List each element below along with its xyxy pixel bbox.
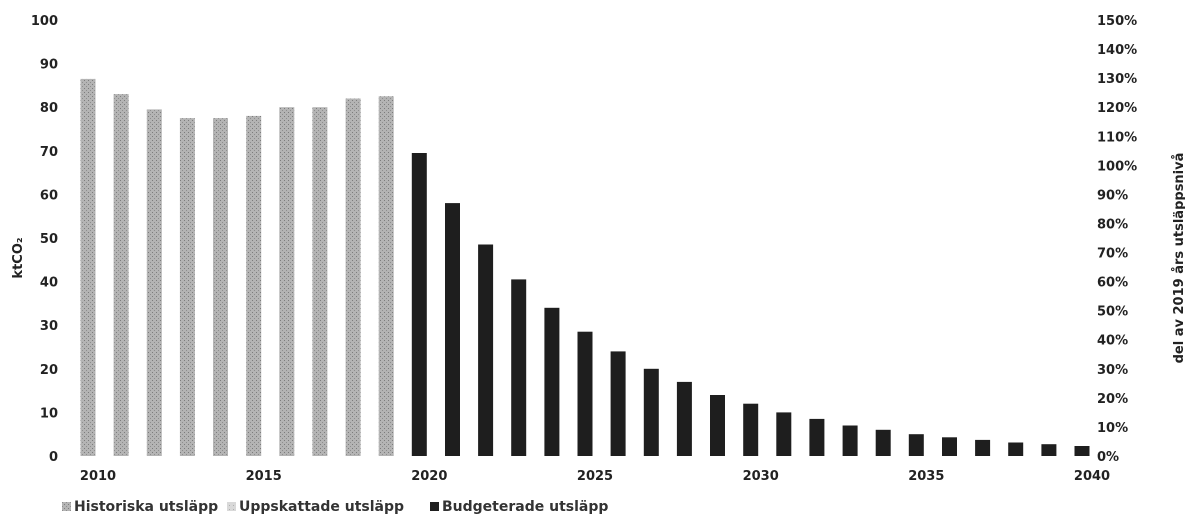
bar-historiska-2016 bbox=[279, 107, 295, 456]
bar-historiska-2011 bbox=[113, 94, 129, 456]
x-axis-ticks: 2010 2015 2020 2025 2030 2035 2040 bbox=[80, 469, 1110, 484]
y-tick-label: 10 bbox=[40, 406, 58, 421]
y-tick-label: 100 bbox=[31, 14, 58, 29]
y2-tick-label: 120% bbox=[1097, 101, 1137, 116]
bar-budgeterade-2032 bbox=[809, 418, 825, 456]
bar-budgeterade-2025 bbox=[577, 331, 593, 456]
x-tick-label: 2040 bbox=[1074, 469, 1110, 484]
y2-tick-label: 140% bbox=[1097, 43, 1137, 58]
bar-budgeterade-2026 bbox=[610, 351, 626, 456]
bar-budgeterade-2022 bbox=[478, 244, 494, 456]
x-tick-label: 2030 bbox=[743, 469, 779, 484]
bar-budgeterade-2037 bbox=[975, 439, 991, 456]
y-tick-label: 80 bbox=[40, 101, 58, 116]
bar-budgeterade-2038 bbox=[1008, 442, 1024, 456]
bar-historiska-2019 bbox=[378, 96, 394, 457]
y-axis-ticks: 0 10 20 30 40 50 60 70 80 90 100 bbox=[31, 14, 58, 465]
bar-budgeterade-2030 bbox=[743, 403, 759, 456]
bar-historiska-2017 bbox=[312, 107, 328, 456]
y2-tick-label: 60% bbox=[1097, 276, 1128, 291]
y2-tick-label: 150% bbox=[1097, 14, 1137, 29]
y-tick-label: 60 bbox=[40, 188, 58, 203]
bar-historiska-2012 bbox=[146, 109, 162, 457]
bar-budgeterade-2028 bbox=[676, 381, 692, 456]
legend: Historiska utsläpp Uppskattade utsläpp Bud… bbox=[62, 499, 608, 515]
legend-label: Budgeterade utsläpp bbox=[442, 499, 608, 515]
x-tick-label: 2020 bbox=[411, 469, 447, 484]
legend-swatch bbox=[430, 502, 439, 511]
y-axis-title: ktCO₂ bbox=[11, 237, 26, 278]
bar-historiska-2014 bbox=[213, 118, 228, 456]
bar-budgeterade-2040 bbox=[1074, 446, 1090, 456]
bar-historiska-2010 bbox=[80, 78, 96, 457]
bar-historiska-2013 bbox=[179, 118, 195, 456]
y-tick-label: 90 bbox=[40, 58, 58, 73]
bar-historiska-2018 bbox=[345, 98, 361, 456]
y2-axis-ticks: 0% 10% 20% 30% 40% 50% 60% 70% 80% 90% 100% 110% 120… bbox=[1097, 14, 1137, 465]
y2-tick-label: 100% bbox=[1097, 159, 1137, 174]
bar-budgeterade-2039 bbox=[1041, 444, 1057, 456]
y2-tick-label: 30% bbox=[1097, 363, 1128, 378]
bar-budgeterade-2031 bbox=[776, 412, 792, 456]
y2-tick-label: 10% bbox=[1097, 421, 1128, 436]
y-tick-label: 30 bbox=[40, 319, 58, 334]
bar-budgeterade-2020 bbox=[411, 153, 427, 456]
bar-budgeterade-2029 bbox=[710, 395, 725, 456]
y2-tick-label: 130% bbox=[1097, 72, 1137, 87]
y-tick-label: 50 bbox=[40, 232, 58, 247]
x-tick-label: 2035 bbox=[908, 469, 944, 484]
x-tick-label: 2015 bbox=[246, 469, 282, 484]
bar-budgeterade-2033 bbox=[842, 425, 858, 456]
y2-tick-label: 110% bbox=[1097, 130, 1137, 145]
legend-label: Historiska utsläpp bbox=[74, 499, 218, 515]
legend-swatch bbox=[62, 502, 71, 511]
legend-label: Uppskattade utsläpp bbox=[239, 499, 404, 515]
bar-budgeterade-2023 bbox=[511, 279, 527, 456]
bar-budgeterade-2027 bbox=[643, 368, 659, 456]
y2-tick-label: 70% bbox=[1097, 247, 1128, 262]
y2-tick-label: 20% bbox=[1097, 392, 1128, 407]
y2-axis-title: del av 2019 års utsläppsnivå bbox=[1172, 153, 1185, 364]
y2-tick-label: 0% bbox=[1097, 450, 1119, 465]
bars-group bbox=[80, 78, 1090, 457]
bar-historiska-2015 bbox=[246, 115, 262, 457]
y-tick-label: 70 bbox=[40, 145, 58, 160]
bar-budgeterade-2034 bbox=[875, 429, 891, 456]
bar-budgeterade-2021 bbox=[445, 203, 460, 456]
y-tick-label: 0 bbox=[49, 450, 58, 465]
y2-tick-label: 40% bbox=[1097, 334, 1128, 349]
y-tick-label: 40 bbox=[40, 276, 58, 291]
y-tick-label: 20 bbox=[40, 363, 58, 378]
y2-tick-label: 50% bbox=[1097, 305, 1128, 320]
bar-budgeterade-2024 bbox=[544, 307, 560, 456]
legend-swatch bbox=[227, 502, 236, 511]
x-tick-label: 2025 bbox=[577, 469, 613, 484]
bar-budgeterade-2035 bbox=[908, 434, 924, 456]
bar-budgeterade-2036 bbox=[942, 437, 957, 456]
y2-tick-label: 90% bbox=[1097, 188, 1128, 203]
y2-tick-label: 80% bbox=[1097, 218, 1128, 233]
x-tick-label: 2010 bbox=[80, 469, 116, 484]
